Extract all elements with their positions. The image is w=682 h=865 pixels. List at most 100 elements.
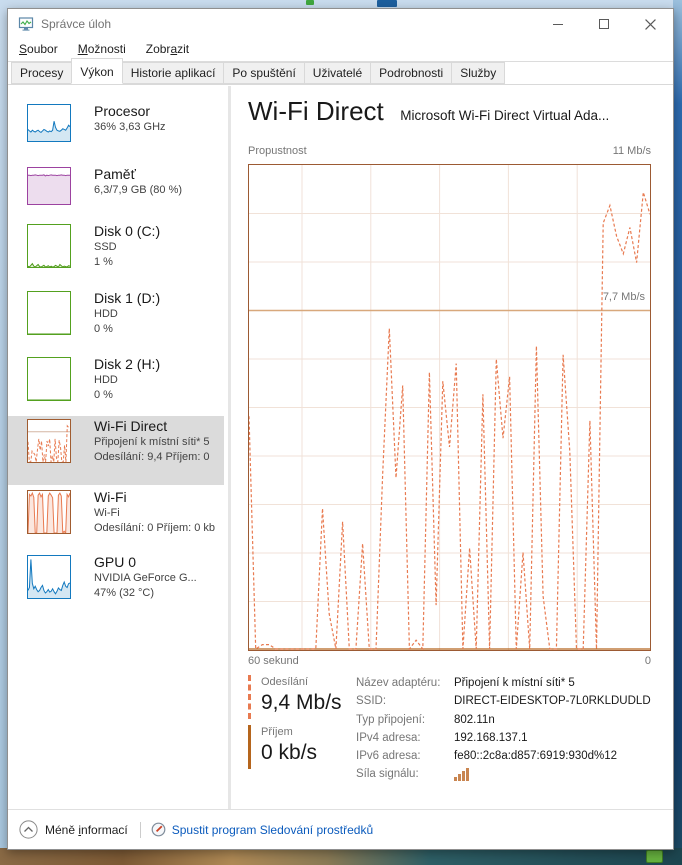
footer-divider (139, 821, 141, 838)
sidebar-item-wifi[interactable]: Wi-Fi Wi-Fi Odesílání: 0 Příjem: 0 kb (8, 487, 224, 549)
sidebar-item-title: Disk 1 (D:) (94, 290, 161, 306)
sidebar-thumbnail-memory (27, 167, 71, 205)
sidebar-item-gpu[interactable]: GPU 0 NVIDIA GeForce G... 47% (32 °C) (8, 552, 224, 614)
detail-value (454, 768, 470, 784)
menu-bar: Soubor Možnosti Zobrazit (12, 40, 196, 60)
desktop-wallpaper-right (673, 0, 682, 865)
detail-value: DIRECT-EIDESKTOP-7L0RKLDUDLD (454, 695, 651, 708)
detail-row: IPv6 adresa: fe80::2c8a:d857:6919:930d%12 (356, 750, 656, 768)
sidebar-item-text: Disk 2 (H:) HDD 0 % (94, 355, 220, 403)
detail-label: Typ připojení: (356, 713, 426, 726)
send-label: Odesílání (261, 676, 309, 688)
sidebar-thumbnail-gpu (27, 555, 71, 599)
sidebar-item-text: Paměť 6,3/7,9 GB (80 %) (94, 165, 220, 198)
sidebar-item-line: HDD (94, 308, 118, 320)
tab-strip: Procesy Výkon Historie aplikací Po spuštění… (8, 58, 673, 85)
sidebar-item-line: HDD (94, 374, 118, 386)
close-button[interactable] (627, 9, 673, 39)
sidebar-item-line: Odesílání: 9,4 Příjem: 0 (94, 451, 210, 463)
sidebar-item-title: Disk 0 (C:) (94, 223, 161, 239)
adapter-subtitle: Microsoft Wi-Fi Direct Virtual Ada... (400, 108, 610, 123)
sidebar-thumbnail-cpu (27, 104, 71, 142)
tab-historie-aplikac-[interactable]: Historie aplikací (121, 62, 225, 84)
open-resource-monitor-link[interactable]: Spustit program Sledování prostředků (151, 822, 373, 837)
sidebar-item-title: GPU 0 (94, 554, 137, 570)
sidebar-item-disk1[interactable]: Disk 1 (D:) HDD 0 % (8, 288, 224, 350)
menu-soubor[interactable]: Soubor (19, 42, 58, 56)
tab-podrobnosti[interactable]: Podrobnosti (370, 62, 453, 84)
chart-xmin-label: 60 sekund (248, 655, 299, 667)
sidebar-item-line: Připojení k místní síti* 5 (94, 436, 210, 448)
signal-strength-icon (454, 768, 469, 782)
detail-row: SSID: DIRECT-EIDESKTOP-7L0RKLDUDLD (356, 695, 656, 713)
detail-label: IPv6 adresa: (356, 750, 421, 763)
sidebar-item-text: Wi-Fi Direct Připojení k místní síti* 5 Od… (94, 417, 220, 465)
chart-ymax-label: 11 Mb/s (612, 145, 651, 157)
sidebar-item-disk2[interactable]: Disk 2 (H:) HDD 0 % (8, 354, 224, 416)
sidebar-thumbnail-disk2 (27, 357, 71, 401)
close-icon (644, 18, 656, 30)
sidebar-item-title: Wi-Fi Direct (94, 418, 168, 434)
less-info-button[interactable]: Méně informací (19, 820, 128, 839)
detail-row: IPv4 adresa: 192.168.137.1 (356, 732, 656, 750)
sidebar-item-text: Disk 1 (D:) HDD 0 % (94, 289, 220, 337)
desktop-icon (306, 0, 314, 5)
performance-sidebar: Procesor 36% 3,63 GHz Paměť 6,3/7,9 GB (80 … (8, 86, 230, 809)
sidebar-item-cpu[interactable]: Procesor 36% 3,63 GHz (8, 101, 224, 153)
tab-po-spu-t-n-[interactable]: Po spuštění (223, 62, 305, 84)
sidebar-item-line: 47% (32 °C) (94, 587, 155, 599)
tab-procesy[interactable]: Procesy (11, 62, 73, 84)
sidebar-item-title: Wi-Fi (94, 489, 127, 505)
menu-moznosti[interactable]: Možnosti (77, 42, 126, 56)
chevron-up-icon (19, 820, 38, 839)
sidebar-item-wifi-direct[interactable]: Wi-Fi Direct Připojení k místní síti* 5 Od… (8, 416, 224, 485)
resource-monitor-icon (151, 822, 166, 837)
sidebar-item-text: Procesor 36% 3,63 GHz (94, 102, 220, 135)
sidebar-item-disk0[interactable]: Disk 0 (C:) SSD 1 % (8, 221, 224, 283)
receive-value: 0 kb/s (261, 741, 318, 764)
page-title: Wi-Fi Direct (248, 96, 384, 126)
less-info-label: Méně informací (45, 822, 128, 837)
adapter-details: Název adaptéru: Připojení k místní síti* … (356, 677, 656, 787)
sidebar-item-memory[interactable]: Paměť 6,3/7,9 GB (80 %) (8, 164, 224, 216)
detail-label: SSID: (356, 695, 387, 708)
minimize-button[interactable] (535, 9, 581, 39)
detail-value: fe80::2c8a:d857:6919:930d%12 (454, 750, 618, 763)
task-manager-icon (18, 17, 34, 31)
chart-xmax-label: 0 (644, 655, 651, 667)
sidebar-thumbnail-wifi-direct (27, 419, 71, 463)
desktop-icon (377, 0, 397, 7)
maximize-icon (599, 19, 609, 29)
detail-row: Typ připojení: 802.11n (356, 714, 656, 732)
desktop-icon (646, 850, 663, 863)
desktop-wallpaper-bottom (0, 848, 682, 865)
sidebar-item-line: 1 % (94, 256, 113, 268)
menu-zobrazit[interactable]: Zobrazit (145, 42, 190, 56)
sidebar-item-line: Odesílání: 0 Příjem: 0 kb (94, 522, 216, 534)
tab-u-ivatel-[interactable]: Uživatelé (303, 62, 372, 84)
footer-bar: Méně informací Spustit program Sledování… (8, 809, 673, 849)
throughput-chart-svg (248, 165, 651, 651)
sidebar-thumbnail-disk1 (27, 291, 71, 335)
sidebar-item-line: NVIDIA GeForce G... (94, 572, 197, 584)
task-manager-window: Správce úloh Soubor Možnosti Zobrazit Pr… (7, 8, 674, 850)
sidebar-thumbnail-disk0 (27, 224, 71, 268)
title-bar[interactable]: Správce úloh (8, 9, 673, 39)
sidebar-item-text: Disk 0 (C:) SSD 1 % (94, 222, 220, 270)
maximize-button[interactable] (581, 9, 627, 39)
chart-ylabel: Propustnost (248, 145, 307, 157)
receive-label: Příjem (261, 726, 293, 738)
tab-v-kon[interactable]: Výkon (71, 58, 123, 84)
sidebar-item-title: Procesor (94, 103, 151, 119)
threshold-label: 7,7 Mb/s (602, 291, 645, 303)
sidebar-item-text: GPU 0 NVIDIA GeForce G... 47% (32 °C) (94, 553, 220, 601)
sidebar-item-line: 36% 3,63 GHz (94, 121, 166, 133)
tab-slu-by[interactable]: Služby (451, 62, 506, 84)
sidebar-thumbnail-wifi (27, 490, 71, 534)
receive-stat: Příjem 0 kb/s (248, 725, 317, 769)
send-value: 9,4 Mb/s (261, 691, 342, 714)
send-stat: Odesílání 9,4 Mb/s (248, 675, 342, 719)
sidebar-scrollbar[interactable] (228, 86, 231, 809)
throughput-chart: 7,7 Mb/s (248, 164, 651, 651)
